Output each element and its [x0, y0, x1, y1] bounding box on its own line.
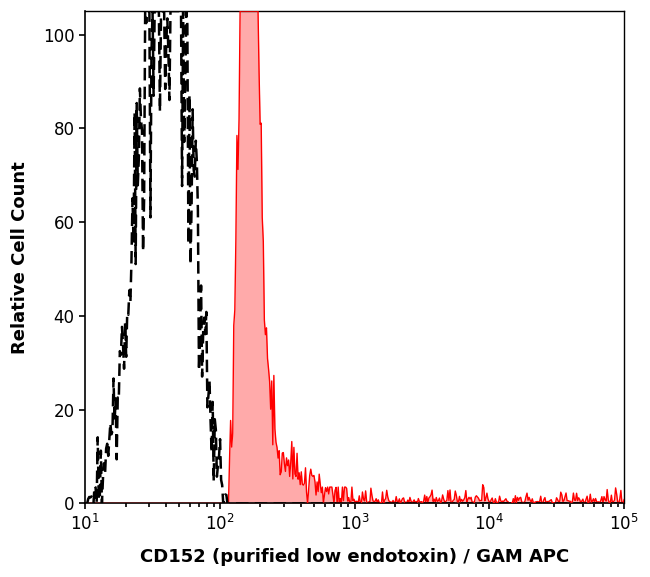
X-axis label: CD152 (purified low endotoxin) / GAM APC: CD152 (purified low endotoxin) / GAM APC: [140, 548, 569, 566]
Y-axis label: Relative Cell Count: Relative Cell Count: [11, 161, 29, 354]
